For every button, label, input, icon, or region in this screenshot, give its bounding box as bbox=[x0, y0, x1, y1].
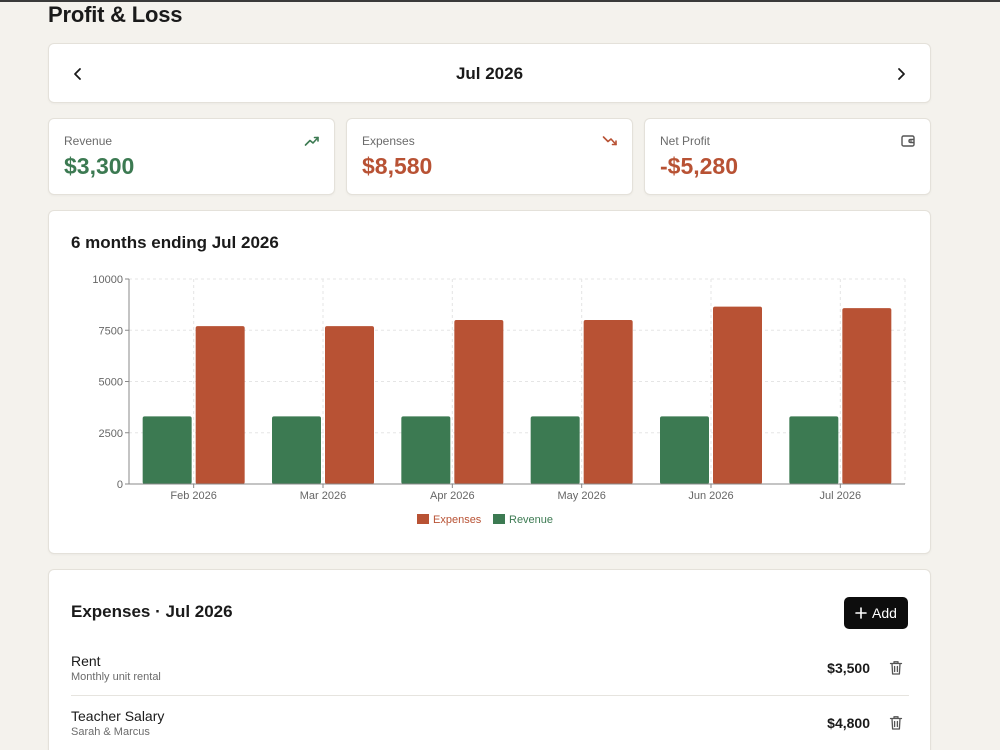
expense-note: Monthly unit rental bbox=[71, 671, 161, 683]
expense-amount: $4,800 bbox=[827, 715, 870, 731]
chart-title: 6 months ending Jul 2026 bbox=[71, 233, 279, 252]
legend-label: Revenue bbox=[509, 514, 553, 526]
revenue-bar bbox=[401, 416, 451, 484]
revenue-card: Revenue $3,300 bbox=[48, 118, 335, 195]
expense-row: Rent Monthly unit rental $3,500 bbox=[71, 641, 909, 696]
net-profit-value: -$5,280 bbox=[660, 153, 739, 179]
top-border bbox=[0, 0, 1000, 2]
revenue-value: $3,300 bbox=[64, 153, 135, 179]
y-tick-label: 10000 bbox=[92, 274, 123, 286]
legend-swatch bbox=[417, 514, 429, 524]
x-tick-label: Mar 2026 bbox=[300, 490, 346, 502]
expenses-value: $8,580 bbox=[362, 153, 433, 179]
expenses-bar bbox=[454, 320, 504, 484]
x-tick-label: Jun 2026 bbox=[688, 490, 733, 502]
month-navigator: Jul 2026 bbox=[48, 43, 931, 103]
trending-down-icon bbox=[602, 136, 617, 146]
chevron-right-icon bbox=[898, 68, 905, 80]
delete-expense-icon[interactable] bbox=[889, 660, 903, 676]
y-tick-label: 7500 bbox=[99, 325, 123, 337]
legend-label: Expenses bbox=[433, 514, 482, 526]
current-month-label: Jul 2026 bbox=[455, 64, 524, 83]
chevron-left-icon bbox=[74, 68, 81, 80]
revenue-bar bbox=[789, 416, 839, 484]
expense-row: Teacher Salary Sarah & Marcus $4,800 bbox=[71, 696, 909, 750]
next-month-button[interactable] bbox=[889, 62, 913, 86]
page-title: Profit & Loss bbox=[48, 2, 183, 27]
expenses-bar bbox=[842, 308, 892, 484]
expense-note: Sarah & Marcus bbox=[71, 726, 150, 738]
delete-expense-icon[interactable] bbox=[889, 715, 903, 731]
trending-up-icon bbox=[304, 136, 319, 146]
revenue-label: Revenue bbox=[64, 134, 113, 148]
expense-name: Teacher Salary bbox=[71, 708, 165, 724]
x-tick-label: Jul 2026 bbox=[820, 490, 862, 502]
plus-icon bbox=[855, 607, 867, 619]
revenue-bar bbox=[660, 416, 709, 484]
wallet-icon bbox=[901, 135, 915, 147]
chart-card: 6 months ending Jul 2026 0 2500 5000 7500 10… bbox=[48, 210, 931, 554]
y-tick-label: 5000 bbox=[99, 377, 123, 389]
expenses-bar bbox=[713, 306, 762, 484]
add-expense-button[interactable]: Add bbox=[844, 597, 908, 629]
revenue-bar bbox=[530, 416, 580, 484]
net-profit-card: Net Profit -$5,280 bbox=[644, 118, 931, 195]
expense-amount: $3,500 bbox=[827, 660, 870, 676]
expenses-bar bbox=[195, 326, 245, 484]
legend-swatch bbox=[493, 514, 505, 524]
bar-chart: 0 2500 5000 7500 10000 Feb 2026 Mar 2026 Apr 20… bbox=[92, 274, 906, 526]
expenses-label: Expenses bbox=[362, 134, 415, 148]
expenses-list-card: Expenses · Jul 2026 Add Rent Monthly uni… bbox=[48, 569, 931, 750]
expenses-list-title: Expenses · Jul 2026 bbox=[71, 602, 233, 621]
revenue-bar bbox=[142, 416, 192, 484]
expense-name: Rent bbox=[71, 653, 101, 669]
y-tick-label: 0 bbox=[117, 479, 123, 491]
expenses-bar bbox=[583, 320, 633, 484]
net-profit-label: Net Profit bbox=[660, 134, 711, 148]
expenses-bar bbox=[325, 326, 374, 484]
expenses-card: Expenses $8,580 bbox=[346, 118, 633, 195]
previous-month-button[interactable] bbox=[66, 62, 90, 86]
x-tick-label: Apr 2026 bbox=[430, 490, 475, 502]
x-tick-label: Feb 2026 bbox=[170, 490, 216, 502]
x-tick-label: May 2026 bbox=[558, 490, 606, 502]
revenue-bar bbox=[272, 416, 321, 484]
y-tick-label: 2500 bbox=[99, 428, 123, 440]
add-button-label: Add bbox=[872, 605, 897, 621]
